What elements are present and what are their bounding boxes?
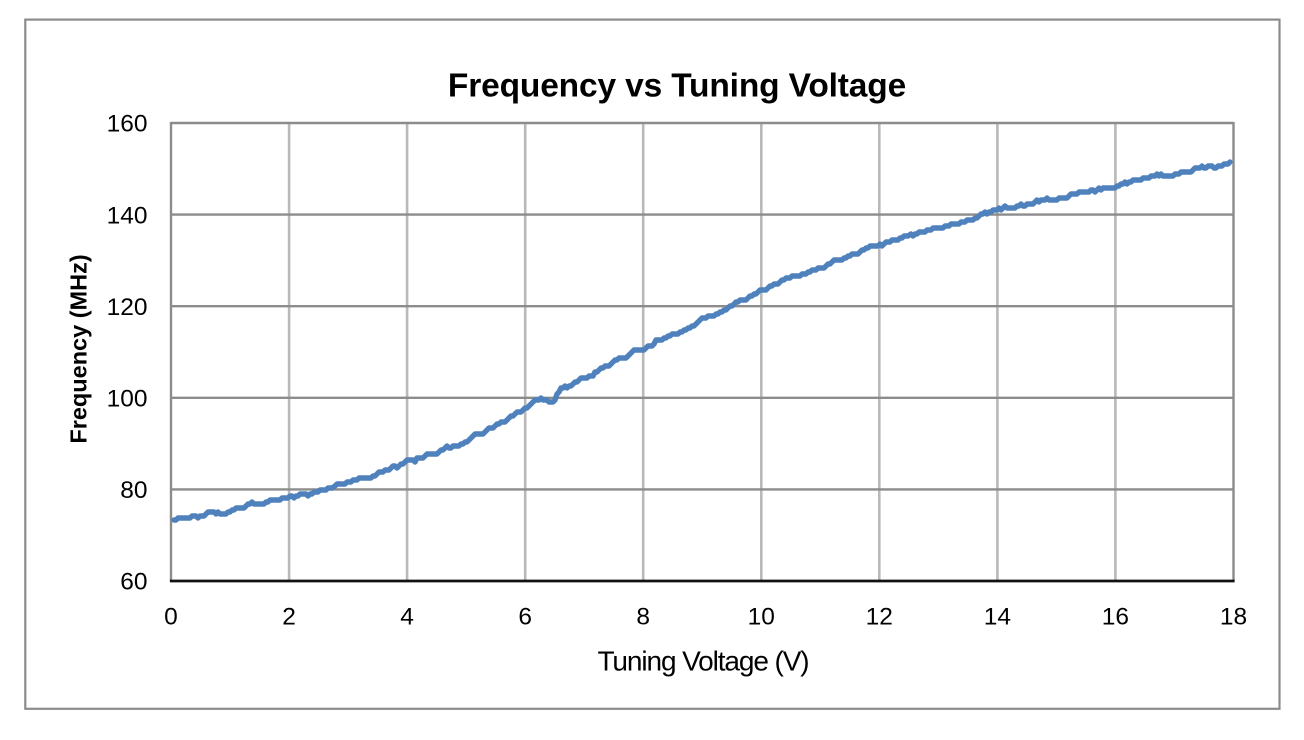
svg-text:140: 140 [107, 202, 148, 229]
svg-text:Frequency (MHz): Frequency (MHz) [66, 254, 92, 443]
svg-text:120: 120 [107, 294, 148, 321]
svg-text:14: 14 [984, 604, 1011, 631]
svg-text:Frequency vs Tuning Voltage: Frequency vs Tuning Voltage [448, 68, 906, 105]
svg-text:2: 2 [282, 604, 296, 631]
svg-text:12: 12 [866, 604, 893, 631]
svg-text:60: 60 [120, 569, 147, 596]
svg-text:80: 80 [120, 477, 147, 504]
svg-text:4: 4 [400, 604, 414, 631]
svg-text:100: 100 [107, 386, 148, 413]
svg-text:6: 6 [518, 604, 532, 631]
svg-text:10: 10 [748, 604, 775, 631]
svg-text:16: 16 [1102, 604, 1129, 631]
svg-text:8: 8 [636, 604, 650, 631]
svg-text:160: 160 [107, 111, 148, 138]
svg-text:Tuning Voltage (V): Tuning Voltage (V) [597, 645, 808, 676]
svg-text:18: 18 [1220, 604, 1247, 631]
svg-text:0: 0 [164, 604, 178, 631]
